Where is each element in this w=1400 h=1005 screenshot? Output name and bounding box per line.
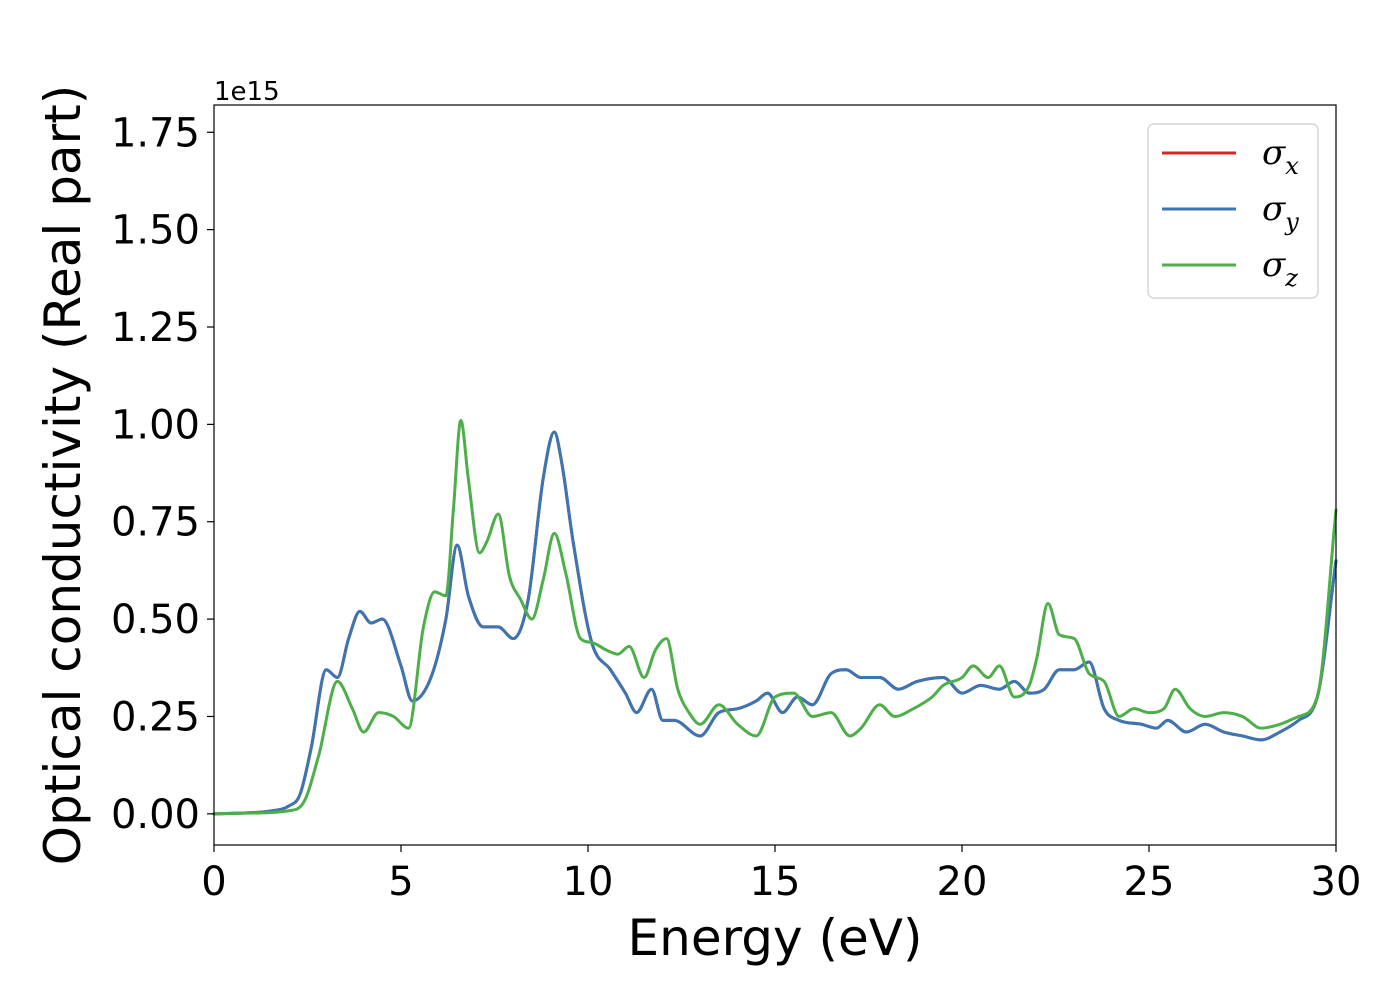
y-tick-label: 1.50 <box>111 208 200 254</box>
x-tick-label: 0 <box>201 859 226 905</box>
x-tick-label: 15 <box>750 859 801 905</box>
x-tick-label: 25 <box>1124 859 1175 905</box>
legend-box <box>1147 123 1319 299</box>
y-axis-label: Optical conductivity (Real part) <box>34 85 92 866</box>
x-tick-label: 30 <box>1311 859 1362 905</box>
y-tick-label: 1.25 <box>111 305 200 351</box>
y-tick-label: 0.25 <box>111 694 200 740</box>
y-offset-label: 1e15 <box>214 77 280 107</box>
legend-label-x: σx <box>1262 133 1299 180</box>
y-tick-label: 0.00 <box>111 792 200 838</box>
y-tick-label: 1.75 <box>111 110 200 156</box>
x-ticks: 0 5 10 15 20 25 30 <box>201 845 1361 905</box>
x-tick-label: 10 <box>563 859 614 905</box>
y-tick-label: 0.75 <box>111 500 200 546</box>
series-line-x <box>212 430 1338 816</box>
legend-label-y: σy <box>1262 189 1299 236</box>
y-tick-label: 0.50 <box>111 597 200 643</box>
x-tick-label: 5 <box>388 859 413 905</box>
series-line-y <box>212 430 1338 816</box>
series-line-z <box>212 418 1338 816</box>
x-tick-label: 20 <box>937 859 988 905</box>
x-axis-label: Energy (eV) <box>628 909 923 967</box>
y-ticks: 0.00 0.25 0.50 0.75 1.00 1.25 1.50 1.75 <box>111 110 214 838</box>
series-layer <box>212 418 1338 816</box>
y-tick-label: 1.00 <box>111 402 200 448</box>
